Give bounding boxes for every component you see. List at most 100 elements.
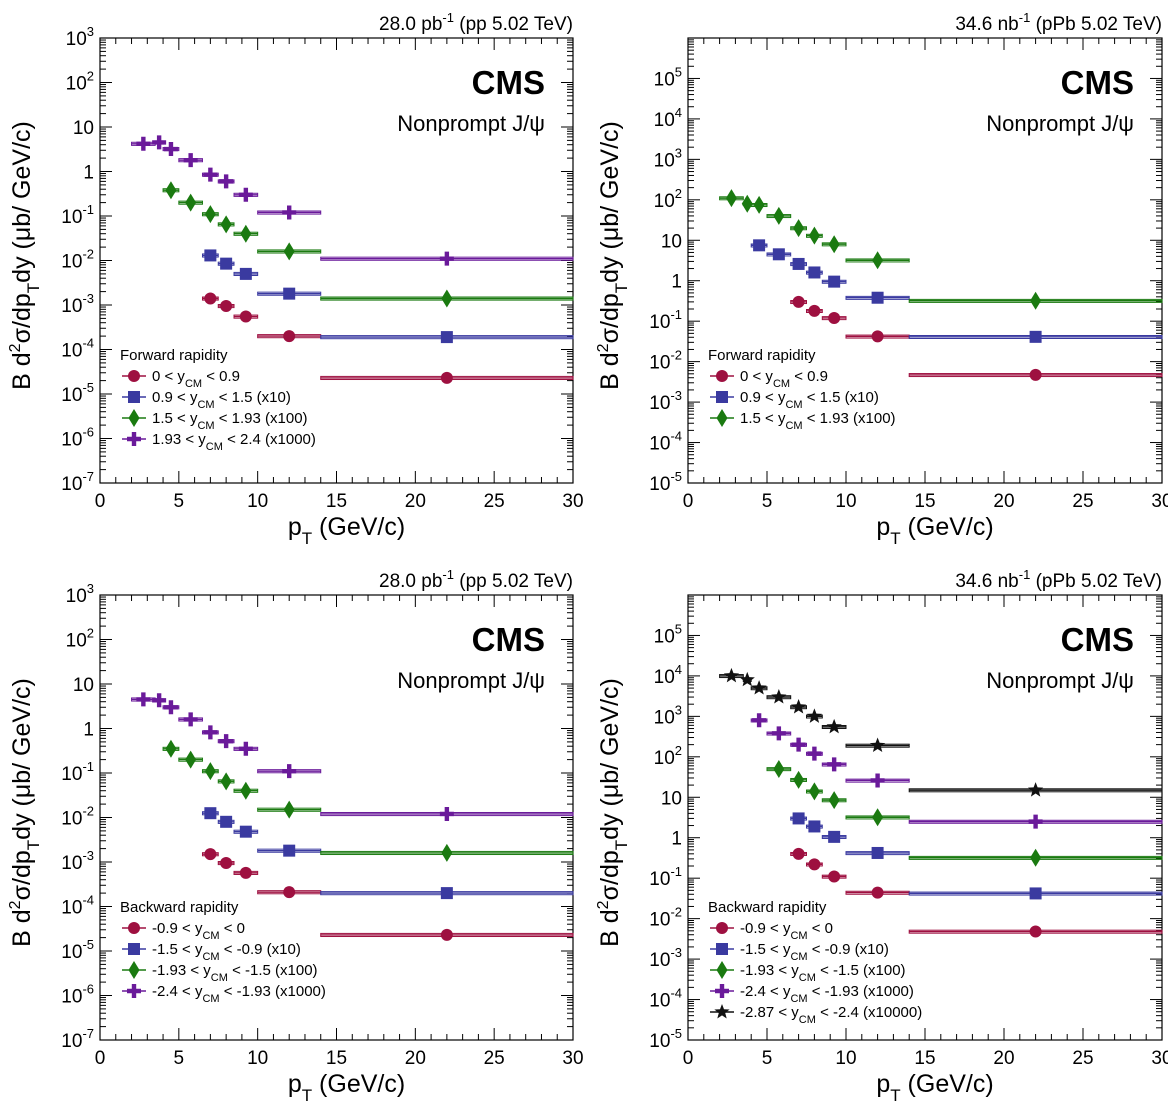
data-point <box>440 371 453 384</box>
data-point <box>871 291 884 304</box>
x-axis-label: pT (GeV/c) <box>288 513 405 548</box>
data-point <box>220 815 233 828</box>
nonprompt-label: Nonprompt J/ψ <box>397 668 545 693</box>
data-point <box>792 812 805 825</box>
nonprompt-label: Nonprompt J/ψ <box>397 111 545 136</box>
legend-title: Backward rapidity <box>120 899 239 916</box>
y-tick-label: 105 <box>654 64 682 90</box>
legend-entry: 0.9 < yCM < 1.5 (x10) <box>152 389 291 411</box>
data-point <box>283 330 296 343</box>
data-point <box>203 167 218 182</box>
data-point <box>439 806 454 821</box>
y-tick-label: 102 <box>654 186 682 212</box>
nonprompt-label: Nonprompt J/ψ <box>986 668 1134 693</box>
x-tick-label: 25 <box>1072 491 1093 512</box>
data-point <box>220 215 232 234</box>
data-point <box>183 712 198 727</box>
series-2 <box>201 249 574 344</box>
x-tick-label: 15 <box>914 491 935 512</box>
data-point <box>136 692 151 707</box>
series-4 <box>131 692 574 821</box>
data-point <box>808 782 820 801</box>
data-point <box>828 311 841 324</box>
data-point <box>220 257 233 270</box>
data-point <box>283 242 295 261</box>
data-point <box>725 189 737 208</box>
legend-entry: 0.9 < yCM < 1.5 (x10) <box>740 389 879 411</box>
x-tick-label: 20 <box>405 1048 426 1069</box>
data-point <box>283 844 296 857</box>
data-point <box>441 843 453 862</box>
data-point <box>739 671 755 687</box>
data-point <box>440 331 453 344</box>
data-point <box>773 206 785 225</box>
legend-entry: -1.93 < yCM < -1.5 (x100) <box>152 962 318 984</box>
data-point <box>792 295 805 308</box>
y-axis-label: B d2σ/dpTdy (μb/ GeV/c) <box>7 121 43 390</box>
data-point <box>136 136 151 151</box>
x-axis-label: pT (GeV/c) <box>876 513 993 548</box>
data-point <box>283 886 296 899</box>
x-tick-label: 20 <box>993 491 1014 512</box>
data-point <box>1029 887 1042 900</box>
legend-marker <box>714 1004 730 1019</box>
data-point <box>283 287 296 300</box>
y-tick-label: 10 <box>73 675 94 696</box>
data-point <box>239 825 252 838</box>
series-3 <box>162 181 574 308</box>
data-point <box>440 928 453 941</box>
legend-entry: 1.5 < yCM < 1.93 (x100) <box>740 410 896 432</box>
legend-marker <box>715 984 729 998</box>
data-point <box>240 781 252 800</box>
data-point <box>808 858 821 871</box>
legend-marker <box>716 943 728 955</box>
data-point <box>808 226 820 245</box>
data-point <box>793 770 805 789</box>
series-3 <box>162 739 574 862</box>
legend-marker <box>128 391 140 403</box>
legend-marker <box>716 370 728 382</box>
data-point <box>204 249 217 262</box>
data-point <box>219 734 234 749</box>
y-tick-label: 10-3 <box>61 848 94 874</box>
y-tick-label: 10-4 <box>61 336 94 362</box>
x-tick-label: 15 <box>914 1048 935 1069</box>
x-tick-label: 5 <box>762 491 773 512</box>
y-tick-label: 105 <box>654 621 682 647</box>
series-2 <box>790 812 1163 900</box>
legend-entry: 1.5 < yCM < 1.93 (x100) <box>152 410 308 432</box>
nonprompt-label: Nonprompt J/ψ <box>986 111 1134 136</box>
legend: Backward rapidity -0.9 < yCM < 0-1.5 < yC… <box>708 899 922 1026</box>
cms-label: CMS <box>1061 64 1134 101</box>
data-point <box>826 718 842 734</box>
legend-marker <box>716 409 728 427</box>
x-tick-label: 0 <box>95 491 106 512</box>
data-point <box>870 773 885 788</box>
data-point <box>220 772 232 791</box>
legend-entry: -1.5 < yCM < -0.9 (x10) <box>740 941 889 963</box>
data-point <box>1027 782 1044 797</box>
y-axis-label: B d2σ/dpTdy (μb/ GeV/c) <box>595 678 631 947</box>
y-tick-label: 10-4 <box>649 429 682 455</box>
luminosity-header: 28.0 pb-1 (pp 5.02 TeV) <box>379 10 573 35</box>
y-tick-label: 10-5 <box>61 380 94 406</box>
legend-entry: 0 < yCM < 0.9 <box>740 368 828 390</box>
data-point <box>808 266 821 279</box>
x-tick-label: 10 <box>247 1048 268 1069</box>
x-tick-label: 30 <box>1151 491 1168 512</box>
data-point <box>1030 291 1042 310</box>
x-tick-label: 15 <box>326 491 347 512</box>
y-tick-label: 10-5 <box>61 937 94 963</box>
legend-marker <box>128 943 140 955</box>
series-1 <box>790 847 1163 938</box>
data-point <box>1029 330 1042 343</box>
data-point <box>204 292 217 305</box>
data-point <box>1028 814 1043 829</box>
y-tick-label: 10-7 <box>61 469 94 495</box>
y-tick-label: 1 <box>671 272 682 293</box>
luminosity-header: 34.6 nb-1 (pPb 5.02 TeV) <box>955 567 1162 592</box>
x-tick-label: 15 <box>326 1048 347 1069</box>
data-point <box>828 791 840 810</box>
y-tick-label: 1 <box>83 720 94 741</box>
